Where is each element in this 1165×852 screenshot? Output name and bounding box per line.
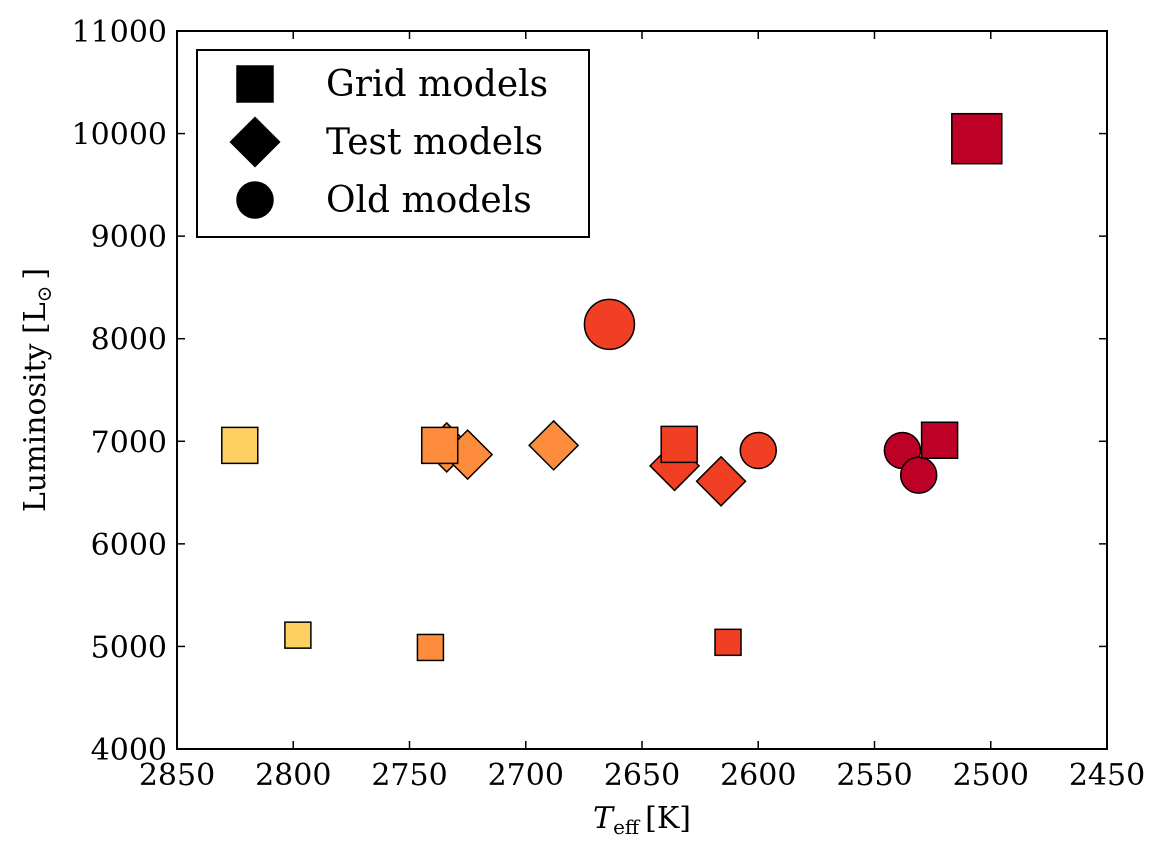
x-axis-label: Teff [K]: [593, 801, 691, 839]
y-tick-label: 10000: [72, 118, 167, 153]
legend-label: Old models: [326, 180, 532, 221]
x-tick-label: 2750: [371, 758, 447, 793]
data-point-square: [714, 628, 742, 657]
x-tick-label: 2450: [1069, 758, 1145, 793]
legend-marker-diamond: [229, 116, 281, 168]
y-tick-label: 8000: [91, 323, 167, 358]
data-point-square: [420, 426, 459, 465]
legend-label: Test models: [326, 122, 543, 163]
y-tick-label: 11000: [72, 15, 167, 50]
data-point-square: [660, 425, 698, 464]
y-axis-label-close: ]: [18, 268, 53, 280]
data-point-square: [416, 633, 445, 662]
x-tick-label: 2800: [255, 758, 331, 793]
data-point-circle: [899, 456, 938, 494]
x-axis-label-main: T: [593, 801, 615, 836]
data-point-diamond: [695, 455, 747, 507]
x-tick-label: 2700: [488, 758, 564, 793]
data-point-circle: [739, 431, 777, 470]
legend: Grid models Test models Old models: [196, 49, 590, 238]
x-axis-label-subscript: eff: [613, 815, 641, 839]
y-tick-label: 6000: [91, 528, 167, 563]
y-axis-label-main: Luminosity [L: [18, 302, 53, 512]
data-point-diamond: [528, 419, 580, 471]
data-markers: [221, 112, 1003, 662]
y-tick-label: 7000: [91, 425, 167, 460]
legend-label: Grid models: [326, 64, 548, 105]
data-point-square: [221, 426, 259, 465]
y-axis-label-sun-symbol: ⊙: [32, 286, 56, 303]
legend-marker-circle: [236, 181, 274, 219]
x-tick-label: 2650: [604, 758, 680, 793]
y-tick-label: 9000: [91, 220, 167, 255]
y-tick-label: 4000: [91, 733, 167, 768]
legend-marker-square: [236, 65, 274, 103]
data-point-square: [951, 112, 1003, 165]
x-tick-label: 2550: [836, 758, 912, 793]
x-tick-label: 2850: [139, 758, 215, 793]
y-tick-label: 5000: [91, 630, 167, 665]
data-point-circle: [583, 298, 636, 351]
x-axis-label-unit: [K]: [645, 801, 691, 836]
axis-ticks: 2850 2800 2750 2700 2650 2600 2550 2500 2450 4000…: [72, 15, 1146, 793]
data-point-square: [920, 421, 959, 460]
x-tick-label: 2600: [720, 758, 796, 793]
x-tick-label: 2500: [953, 758, 1029, 793]
data-point-square: [284, 621, 312, 649]
y-axis-label: Luminosity [L⊙]: [18, 268, 56, 512]
